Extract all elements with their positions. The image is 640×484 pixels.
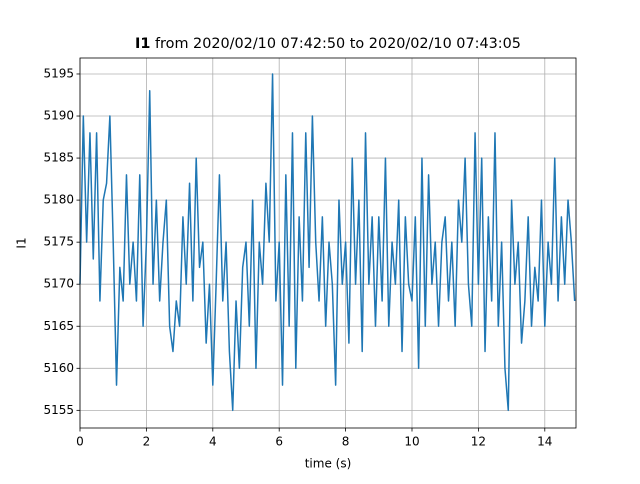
- y-tick-label: 5165: [43, 319, 74, 333]
- y-tick-label: 5175: [43, 235, 74, 249]
- x-axis-label: time (s): [305, 457, 352, 471]
- title-rest: from 2020/02/10 07:42:50 to 2020/02/10 0…: [155, 36, 521, 52]
- x-tick-label: 0: [76, 435, 84, 449]
- title-bold: I1: [135, 36, 150, 52]
- x-tick-label: 12: [471, 435, 486, 449]
- plot-frame: [79, 57, 577, 429]
- y-tick-label: 5170: [43, 277, 74, 291]
- x-tick-label: 14: [537, 435, 552, 449]
- y-tick-label: 5190: [43, 109, 74, 123]
- x-tick-label: 2: [143, 435, 151, 449]
- y-tick-label: 5180: [43, 193, 74, 207]
- x-tick-label: 8: [342, 435, 350, 449]
- y-tick-label: 5160: [43, 361, 74, 375]
- x-tick-label: 4: [209, 435, 217, 449]
- y-tick-label: 5155: [43, 403, 74, 417]
- y-axis-label: I1: [15, 237, 29, 248]
- y-tick-label: 5195: [43, 66, 74, 80]
- x-tick-label: 10: [404, 435, 419, 449]
- y-tick-label: 5185: [43, 151, 74, 165]
- x-tick-label: 6: [275, 435, 283, 449]
- data-line: [79, 73, 576, 412]
- chart-title: I1 from 2020/02/10 07:42:50 to 2020/02/1…: [135, 36, 521, 52]
